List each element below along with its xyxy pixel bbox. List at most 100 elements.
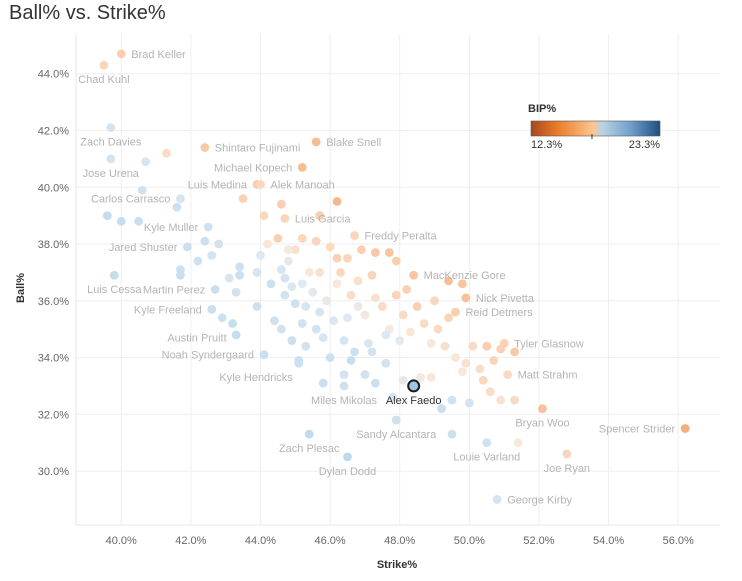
- y-axis-ticks: 30.0% 32.0% 34.0% 36.0% 38.0% 40.0% 42.0% 44.0%: [38, 69, 69, 478]
- label-jared-shuster: Jared Shuster: [109, 242, 178, 254]
- label-luis-medina: Luis Medina: [188, 179, 248, 191]
- point-carlos-carrasco: [176, 194, 185, 204]
- scatter-point: [370, 293, 380, 303]
- scatter-point: [193, 256, 203, 266]
- scatter-point: [252, 302, 262, 311]
- scatter-point: [430, 296, 439, 306]
- y-tick-label: 30.0%: [38, 466, 69, 478]
- point-matt-strahm: [503, 370, 513, 379]
- scatter-point: [391, 290, 401, 300]
- point-martin-perez: [210, 285, 220, 294]
- scatter-point: [176, 270, 185, 280]
- y-tick-label: 40.0%: [38, 182, 69, 194]
- point-luis-garcia: [280, 214, 290, 223]
- y-tick-label: 38.0%: [38, 239, 69, 251]
- label-miles-mikolas: Miles Mikolas: [311, 395, 378, 407]
- y-tick-label: 34.0%: [38, 353, 69, 365]
- scatter-point: [102, 211, 112, 221]
- scatter-point: [231, 330, 241, 340]
- point-zach-plesac: [304, 429, 314, 439]
- label-kyle-hendricks: Kyle Hendricks: [219, 372, 293, 384]
- point-alex-faedo: [407, 379, 421, 393]
- scatter-point: [134, 216, 144, 226]
- scatter-point: [451, 353, 460, 362]
- scatter-point: [266, 279, 276, 289]
- scatter-point: [513, 438, 523, 448]
- scatter-point: [336, 268, 345, 277]
- point-kyle-muller: [203, 222, 213, 232]
- y-tick-label: 36.0%: [38, 296, 69, 308]
- scatter-point: [276, 199, 286, 209]
- scatter-point: [235, 262, 245, 272]
- scatter-point: [468, 341, 478, 351]
- point-kyle-freeland: [207, 304, 217, 314]
- label-george-kirby: George Kirby: [507, 494, 572, 506]
- scatter-point: [440, 341, 450, 351]
- scatter-point: [207, 250, 217, 260]
- x-tick-label: 40.0%: [106, 535, 137, 547]
- scatter-point: [270, 316, 279, 326]
- legend-min-label: 12.3%: [531, 139, 562, 151]
- point-jared-shuster: [182, 242, 192, 252]
- chart-title: Ball% vs. Strike%: [9, 2, 166, 24]
- y-tick-label: 32.0%: [38, 409, 69, 421]
- scatter-point: [311, 324, 321, 334]
- scatter-point: [437, 404, 446, 414]
- scatter-point: [367, 270, 377, 280]
- scatter-point: [353, 302, 363, 311]
- label-nick-pivetta: Nick Pivetta: [476, 293, 535, 305]
- point-george-kirby: [492, 495, 502, 504]
- scatter-point: [461, 358, 471, 368]
- x-axis-ticks: 40.0% 42.0% 44.0% 46.0% 48.0% 50.0% 52.0% 54.0%…: [106, 535, 694, 547]
- scatter-point: [332, 253, 342, 263]
- label-michael-kopech: Michael Kopech: [214, 162, 292, 174]
- x-axis-label: Strike%: [377, 559, 418, 571]
- x-tick-label: 56.0%: [663, 535, 694, 547]
- point-miles-mikolas: [339, 381, 349, 391]
- scatter-point: [290, 245, 300, 255]
- scatter-point: [162, 148, 171, 158]
- label-chad-kuhl: Chad Kuhl: [78, 74, 129, 86]
- point-labels: Brad Keller Chad Kuhl Zach Davies Shintaro …: [78, 49, 675, 507]
- x-tick-label: 52.0%: [523, 535, 554, 547]
- scatter-point: [433, 324, 443, 334]
- label-kyle-freeland: Kyle Freeland: [134, 304, 202, 316]
- scatter-point: [405, 327, 415, 337]
- scatter-point: [231, 287, 241, 297]
- scatter-point: [141, 157, 151, 167]
- x-tick-label: 46.0%: [315, 535, 346, 547]
- scatter-point: [214, 239, 224, 249]
- scatter-point: [297, 319, 307, 328]
- scatter-point: [412, 302, 422, 311]
- label-zach-davies: Zach Davies: [80, 137, 142, 149]
- point-mackenzie-gore: [409, 270, 419, 280]
- scatter-point: [172, 202, 182, 212]
- scatter-point: [444, 313, 453, 323]
- label-reid-detmers: Reid Detmers: [465, 307, 533, 319]
- legend-max-label: 23.3%: [629, 139, 660, 151]
- x-tick-label: 48.0%: [384, 535, 415, 547]
- x-tick-label: 44.0%: [245, 535, 276, 547]
- point-louie-varland: [482, 438, 492, 448]
- scatter-point: [510, 395, 520, 405]
- legend-title: BIP%: [528, 103, 556, 115]
- scatter-point: [325, 242, 335, 252]
- scatter-point: [482, 341, 492, 351]
- point-michael-kopech: [297, 162, 307, 172]
- scatter-point: [377, 302, 387, 311]
- scatter-point: [343, 313, 352, 323]
- scatter-point: [510, 347, 520, 357]
- scatter-point: [283, 245, 293, 255]
- scatter-point: [398, 375, 408, 385]
- scatter-point: [297, 233, 307, 243]
- label-kyle-muller: Kyle Muller: [144, 222, 199, 234]
- scatter-point: [370, 378, 380, 388]
- y-tick-label: 44.0%: [38, 69, 69, 81]
- point-brad-keller: [116, 49, 126, 59]
- scatter-point: [280, 273, 290, 283]
- scatter-point: [217, 313, 227, 323]
- point-joe-ryan: [562, 449, 572, 459]
- scatter-point: [301, 302, 311, 311]
- scatter-point: [353, 276, 363, 286]
- scatter-point: [388, 392, 398, 402]
